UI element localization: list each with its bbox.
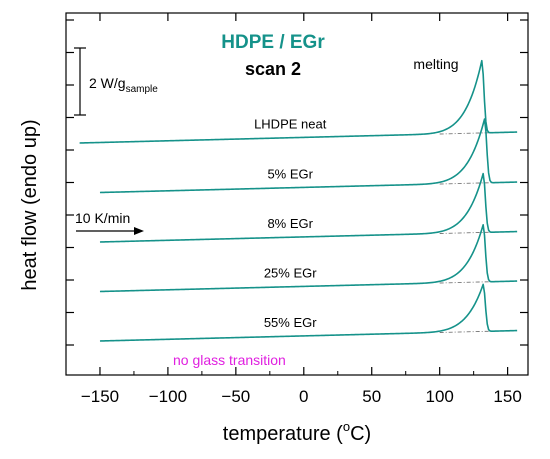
x-tick-label: −150 <box>81 387 119 406</box>
series-label: LHDPE neat <box>254 117 327 132</box>
heating-rate-annotation: 10 K/min <box>75 210 144 235</box>
series-line <box>99 172 518 243</box>
x-axis-title: temperature (oC) <box>223 419 371 445</box>
series-labels: LHDPE neat 5% EGr 8% EGr 25% EGr 55% EGr <box>254 117 327 331</box>
series-line <box>99 223 518 293</box>
series-line <box>99 118 518 194</box>
axis-ticks <box>66 13 528 375</box>
x-tick-label: −100 <box>149 387 187 406</box>
x-tick-label: 100 <box>425 387 453 406</box>
arrow-head-icon <box>134 227 144 235</box>
x-tick-labels: −150 −100 −50 0 50 100 150 <box>81 387 522 406</box>
series-label: 8% EGr <box>267 216 313 231</box>
series-label: 25% EGr <box>264 266 317 281</box>
series-line <box>79 59 518 144</box>
plot-frame <box>65 12 529 376</box>
x-tick-label: 0 <box>299 387 308 406</box>
x-tick-label: 150 <box>493 387 521 406</box>
melting-label: melting <box>413 56 458 72</box>
series-label: 5% EGr <box>267 167 313 182</box>
no-glass-transition-note: no glass transition <box>173 352 286 368</box>
chart-subtitle: scan 2 <box>245 59 301 79</box>
chart-title: HDPE / EGr <box>221 32 325 53</box>
x-tick-label: 50 <box>362 387 381 406</box>
series-line <box>99 283 518 342</box>
heating-rate-label: 10 K/min <box>75 210 130 226</box>
dsc-curves <box>79 59 518 342</box>
x-tick-label: −50 <box>221 387 250 406</box>
y-axis-title: heat flow (endo up) <box>19 119 41 290</box>
series-label: 55% EGr <box>264 315 317 330</box>
scale-bar: 2 W/gsample <box>74 47 158 116</box>
scale-bar-label: 2 W/gsample <box>89 75 158 95</box>
